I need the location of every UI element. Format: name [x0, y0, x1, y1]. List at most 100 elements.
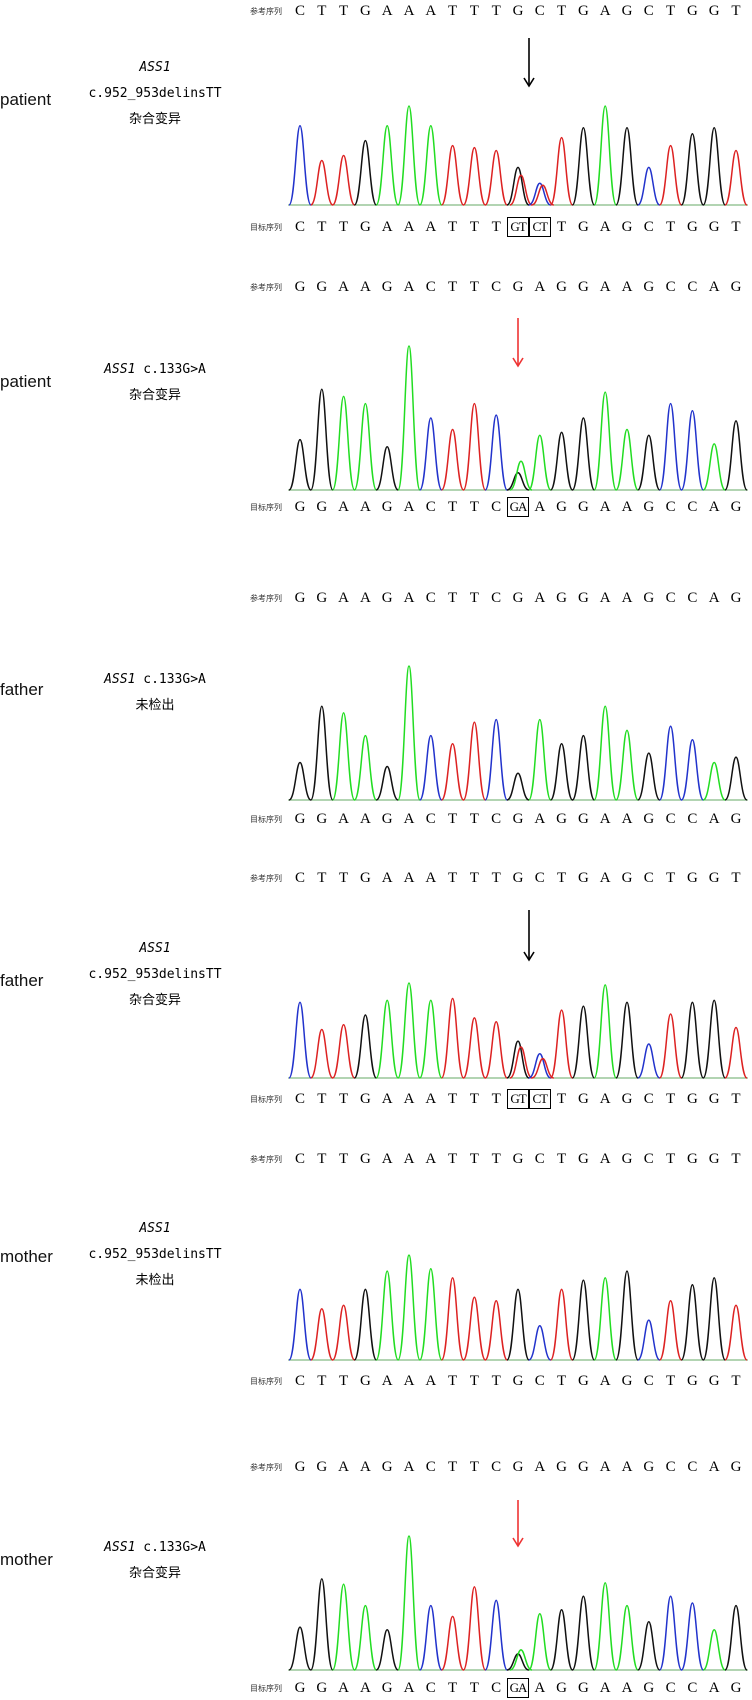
reference-base: A: [621, 279, 633, 295]
trace-peak: [637, 166, 661, 206]
target-base: T: [666, 219, 676, 235]
target-base: A: [338, 811, 350, 827]
subject-label: father: [0, 680, 44, 699]
target-base: G: [577, 219, 589, 235]
target-base: G: [359, 219, 371, 235]
target-base: C: [643, 1091, 654, 1107]
trace-peak: [440, 1277, 465, 1361]
target-sequence-label: 目标序列: [250, 1684, 282, 1693]
target-base: C: [643, 1373, 654, 1389]
reference-base: G: [381, 590, 393, 606]
variant-status: 未检出: [135, 698, 175, 713]
trace-peak: [310, 388, 334, 491]
target-base: C: [294, 219, 305, 235]
target-base: G: [294, 499, 306, 515]
reference-base: C: [294, 1151, 305, 1167]
trace-peak: [288, 1001, 312, 1079]
trace-peak: [549, 1608, 574, 1671]
trace-peak: [593, 105, 617, 206]
trace-secondary-peak: [531, 184, 555, 206]
trace-peak: [506, 772, 530, 801]
trace-peak: [528, 1612, 552, 1671]
trace-peak: [680, 1001, 705, 1079]
reference-base: T: [448, 279, 458, 295]
reference-base: G: [577, 1151, 589, 1167]
trace-peak: [353, 139, 378, 206]
trace-peak: [397, 345, 421, 491]
reference-base: C: [643, 1151, 654, 1167]
trace-peak: [288, 1626, 312, 1671]
reference-base: T: [491, 870, 501, 886]
reference-base: G: [359, 1151, 371, 1167]
reference-base: G: [730, 1459, 742, 1475]
trace-peak: [288, 125, 312, 206]
reference-base: G: [512, 590, 524, 606]
reference-base: C: [643, 3, 654, 19]
trace-peak: [637, 1319, 661, 1361]
reference-base: G: [556, 1459, 568, 1475]
reference-base: C: [491, 590, 502, 606]
target-sequence-label: 目标序列: [250, 223, 282, 232]
reference-base: T: [666, 3, 676, 19]
variant-status: 杂合变异: [128, 112, 181, 127]
variant-name: c.133G>A: [143, 672, 206, 687]
variant-description: ASS1 c.133G>A 杂合变异: [80, 357, 230, 409]
trace-peak: [397, 105, 421, 206]
reference-base: G: [294, 279, 306, 295]
reference-base: T: [491, 1151, 501, 1167]
target-base: C: [425, 811, 436, 827]
trace-peak: [440, 742, 465, 801]
trace-peak: [549, 1009, 574, 1079]
reference-base: C: [643, 870, 654, 886]
target-base: C: [491, 499, 502, 515]
target-base: T: [666, 1091, 676, 1107]
reference-base: G: [577, 590, 589, 606]
trace-peak: [419, 417, 443, 491]
reference-base: G: [643, 1459, 655, 1475]
reference-base: G: [730, 590, 742, 606]
target-base: G: [577, 1373, 589, 1389]
trace-peak: [702, 443, 726, 491]
variant-line: ASS1 c.133G>A: [80, 667, 230, 693]
chromatogram-trace: [288, 105, 748, 206]
reference-base: A: [338, 1459, 350, 1475]
variant-line: ASS1 c.133G>A: [80, 357, 230, 383]
trace-peak: [331, 1583, 356, 1671]
target-base: T: [469, 219, 479, 235]
trace-peak: [593, 984, 617, 1079]
target-base: A: [621, 499, 633, 515]
trace-peak: [310, 705, 334, 801]
target-base: G: [686, 219, 698, 235]
target-base: G: [643, 1680, 655, 1696]
trace-peak: [615, 729, 639, 801]
trace-peak: [462, 1296, 487, 1361]
variant-arrow-icon: [512, 318, 524, 368]
reference-base: G: [686, 3, 698, 19]
trace-peak: [615, 127, 639, 206]
target-base: A: [359, 811, 371, 827]
target-base: A: [599, 219, 611, 235]
trace-peak: [484, 718, 508, 801]
target-base: G: [556, 1680, 568, 1696]
trace-peak: [310, 159, 334, 206]
trace-peak: [397, 1254, 421, 1361]
trace-peak: [593, 705, 617, 801]
trace-peak: [353, 734, 378, 801]
chromatogram-trace: [288, 982, 748, 1079]
target-base: G: [381, 811, 393, 827]
target-base: A: [621, 1680, 633, 1696]
target-base: GT: [510, 1091, 526, 1106]
reference-base: C: [294, 3, 305, 19]
trace-peak: [549, 1288, 574, 1361]
target-base: A: [599, 1373, 611, 1389]
target-base: A: [599, 1091, 611, 1107]
trace-peak: [419, 999, 443, 1079]
trace-peak: [724, 1604, 748, 1671]
trace-peak: [419, 1604, 443, 1671]
reference-base: C: [665, 279, 676, 295]
reference-base: G: [621, 870, 633, 886]
reference-base: G: [621, 3, 633, 19]
target-base: C: [294, 1091, 305, 1107]
target-base: G: [577, 1680, 589, 1696]
subject-label: patient: [0, 372, 52, 391]
